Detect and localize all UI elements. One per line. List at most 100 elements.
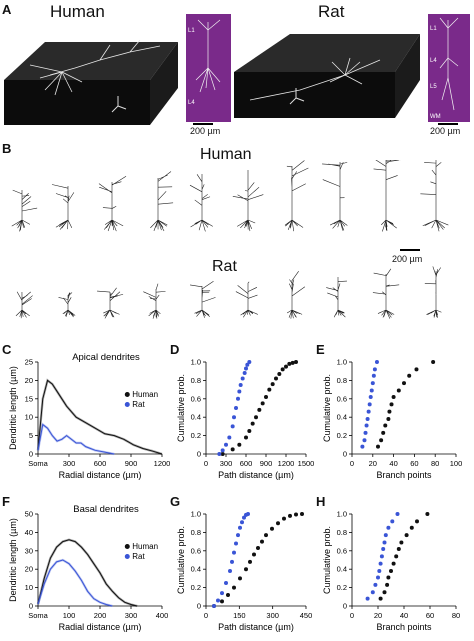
y-tick-label: 10 [25,583,33,592]
x-tick-label: 40 [389,459,397,468]
x-tick-label: 60 [410,459,418,468]
y-tick-label: 40 [25,528,33,537]
human-point [232,585,236,590]
x-tick-label: 300 [220,459,233,468]
y-tick-label: 20 [25,565,33,574]
rat-neuron [424,266,442,318]
chart-g-basal-path: 0 150 300 450 0 0.2 0.4 0.6 0.8 1.0 Path distance … [176,510,312,633]
rat-point [365,596,370,601]
human-3d-block [4,39,178,125]
human-point [284,364,288,369]
y-tick-label: 5 [29,431,33,440]
human-point [389,402,394,407]
rat-point [395,512,400,516]
y-axis-label: Dendritic length (µm) [8,518,18,602]
rat-neuron [58,292,76,318]
human-point [391,561,396,566]
rat-point [216,598,220,603]
y-tick-label: 0.6 [191,394,201,403]
y-tick-label: 15 [25,394,33,403]
x-tick-label: 100 [63,611,76,620]
x-tick-label: Soma [28,611,48,620]
x-axis-label: Radial distance (µm) [59,622,142,632]
rat-band [36,422,115,456]
y-tick-label: 20 [25,376,33,385]
human-point [386,417,391,422]
panel-a-human-title: Human [50,2,105,21]
y-tick-label: 0.8 [337,376,347,385]
human-point [415,519,419,524]
human-point [267,387,272,392]
x-tick-label: 1200 [278,459,295,468]
human-point [254,415,258,420]
panel-letter-h: H [316,494,326,509]
human-point [252,552,256,557]
panel-b-human-title: Human [200,146,252,163]
y-tick-label: 0.4 [191,565,201,574]
chart-title: Basal dendrites [73,504,139,515]
rat-point [242,515,246,520]
y-tick-label: 0.2 [191,583,201,592]
rat-point [238,525,242,530]
chart-h-basal-branch: 0 20 40 60 80 0 0.2 0.4 0.6 0.8 1.0 Branch points Cu… [322,510,460,633]
rat-point [370,381,375,386]
y-axis-label: Cumulative prob. [176,374,186,442]
x-tick-label: 40 [400,611,408,620]
legend-label-human: Human [132,390,158,399]
rat-point [224,442,228,447]
human-point [389,569,393,574]
y-tick-label: 0.2 [191,431,201,440]
rat-band [36,558,113,608]
human-neuron [51,184,75,230]
rat-layer-wm: WM [430,114,441,120]
human-point [288,513,292,518]
x-tick-label: 0 [350,459,354,468]
human-point [260,539,264,544]
x-tick-label: 300 [125,611,138,620]
x-tick-label: 300 [63,459,76,468]
y-tick-label: 0.8 [337,528,347,537]
human-point [300,512,304,516]
y-tick-label: 0 [29,602,33,611]
human-slice-image: L1 L4 [186,14,231,125]
human-layer-l1: L1 [188,28,195,34]
rat-scale-label: 200 µm [430,126,461,136]
rat-point [377,569,382,574]
panel-a-reconstructions: L1 L4 L1 L4 L5 W [4,14,470,125]
rat-point [237,389,242,394]
x-tick-label: 20 [374,611,382,620]
legend-marker-rat [124,553,130,559]
human-point [386,575,391,580]
panel-letter-c: C [2,342,12,357]
rat-line [37,423,115,455]
panel-letter-e: E [316,342,325,357]
human-point [381,430,386,435]
human-point [220,452,225,456]
human-point [270,382,275,387]
rat-slice-image: L1 L4 L5 WM [428,14,470,125]
human-point [238,576,242,581]
rat-point [366,409,371,414]
y-tick-label: 1.0 [191,358,201,367]
human-point [404,533,409,538]
y-tick-label: 0.6 [337,546,347,555]
rat-point [240,520,244,525]
x-tick-label: 1500 [298,459,315,468]
y-tick-label: 25 [25,358,33,367]
human-neuron [150,171,174,232]
rat-point [365,417,370,422]
y-axis-label: Cumulative prob. [322,526,332,594]
legend-marker-rat [124,401,130,407]
rat-point [220,448,225,453]
rat-point [382,540,387,545]
rat-point [367,402,372,407]
panel-letter-b: B [2,141,12,156]
human-line [37,539,138,607]
human-neuron [232,170,264,232]
rat-point [390,519,395,524]
y-tick-label: 30 [25,546,33,555]
chart-d-apical-path: 0 300 600 900 1200 1500 0 0.2 0.4 0.6 0.8 1.0 Path d… [176,358,315,481]
y-tick-label: 0.6 [337,394,347,403]
y-tick-label: 0.2 [337,431,347,440]
human-point [244,567,248,572]
